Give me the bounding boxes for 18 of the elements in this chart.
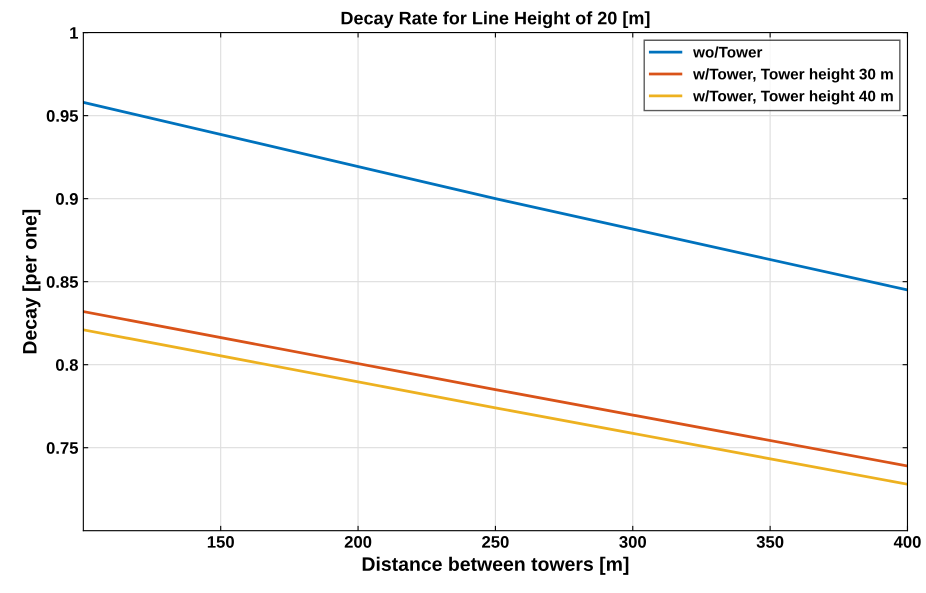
x-tick-label: 400 — [894, 536, 921, 548]
x-tick-label: 350 — [756, 536, 784, 548]
y-tick-label: 0.75 — [46, 442, 78, 454]
legend-label: w/Tower, Tower height 40 m — [693, 90, 893, 104]
x-tick-label: 250 — [482, 536, 509, 548]
y-axis-title: Decay [per one] — [22, 210, 40, 354]
x-tick-label: 150 — [208, 536, 234, 548]
y-tick-label: 0.8 — [56, 359, 78, 371]
x-axis-title: Distance between towers [m] — [362, 556, 628, 575]
legend-label: wo/Tower — [693, 46, 762, 58]
legend-label: w/Tower, Tower height 30 m — [693, 68, 893, 83]
y-tick-label: 0.9 — [56, 193, 78, 205]
y-tick-label: 0.85 — [46, 276, 78, 288]
chart-title: Decay Rate for Line Height of 20 [m] — [342, 11, 650, 28]
x-tick-label: 300 — [619, 536, 646, 548]
y-tick-label: 1 — [70, 27, 78, 39]
y-tick-label: 0.95 — [46, 110, 78, 122]
x-tick-label: 200 — [344, 536, 372, 548]
